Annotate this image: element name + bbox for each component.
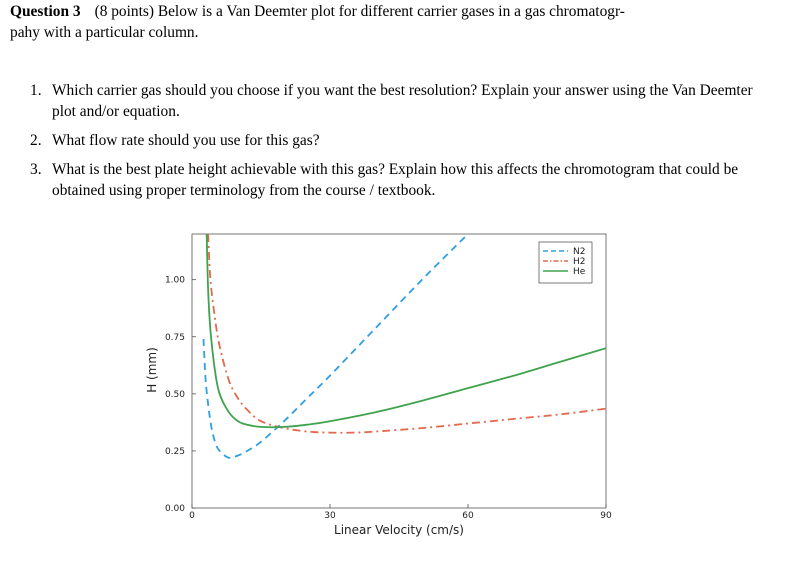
plot-frame: [191, 233, 607, 509]
legend-label-n2: N2: [573, 247, 585, 257]
series-line-h2: [207, 234, 606, 434]
question-item: 3. What is the best plate height achievab…: [30, 159, 760, 201]
x-tick-label: 90: [600, 511, 612, 521]
legend-box: [538, 241, 593, 284]
x-tick-label: 0: [189, 511, 195, 521]
question-prompt-2: pahy with a particular column.: [10, 24, 199, 41]
y-tick-label: 0.75: [165, 333, 185, 343]
item-number: 1.: [30, 82, 42, 99]
x-tick-label: 60: [462, 511, 474, 521]
question-header: Question 3 (8 points) Below is a Van Deem…: [10, 1, 770, 43]
question-line-1: Question 3 (8 points) Below is a Van Deem…: [10, 1, 770, 22]
item-text: What flow rate should you use for this g…: [52, 132, 320, 149]
item-number: 3.: [30, 161, 42, 178]
y-tick-label: 0.00: [165, 504, 185, 514]
y-tick-label: 0.25: [165, 447, 185, 457]
series-line-he: [205, 234, 606, 429]
series-line-n2: [202, 234, 469, 459]
question-number: Question 3: [10, 3, 81, 20]
x-tick-label: 30: [324, 511, 336, 521]
question-item: 1. Which carrier gas should you choose if…: [30, 80, 760, 122]
question-list: 1. Which carrier gas should you choose if…: [30, 80, 760, 209]
legend-label-he: He: [573, 267, 586, 277]
y-tick-label: 0.50: [165, 390, 185, 400]
item-number: 2.: [30, 132, 42, 149]
item-text: What is the best plate height achievable…: [52, 161, 739, 199]
y-tick-label: 1.00: [165, 276, 185, 286]
legend-label-h2: H2: [573, 257, 586, 267]
question-prompt-1: (8 points) Below is a Van Deemter plot f…: [94, 3, 625, 20]
item-text: Which carrier gas should you choose if y…: [52, 82, 753, 120]
question-item: 2. What flow rate should you use for this…: [30, 130, 760, 151]
x-axis-label: Linear Velocity (cm/s): [334, 523, 464, 537]
y-axis-label: H (mm): [145, 347, 159, 393]
